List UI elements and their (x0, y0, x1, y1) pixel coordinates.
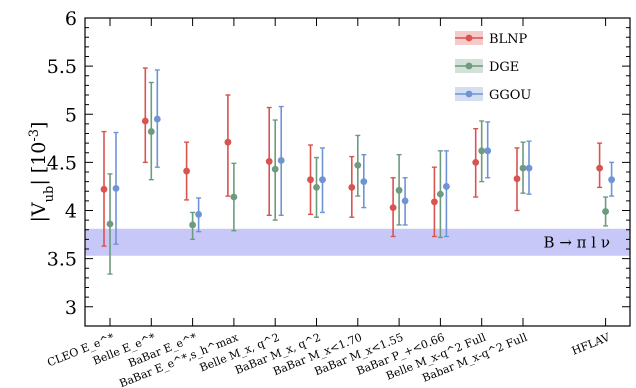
data-point (431, 198, 438, 206)
data-point (608, 176, 615, 184)
series-dge (106, 81, 609, 275)
legend-label: DGE (489, 60, 519, 75)
data-point (348, 184, 356, 191)
data-point (478, 147, 486, 155)
data-point (389, 204, 397, 212)
data-point (484, 147, 492, 155)
legend-marker (465, 34, 473, 42)
band-label: B → π l ν (544, 233, 610, 251)
data-point (401, 197, 409, 205)
data-point (395, 186, 403, 194)
data-point (313, 184, 320, 191)
data-point (112, 184, 120, 192)
y-tick-label: 4 (65, 201, 77, 223)
data-point (443, 183, 450, 190)
data-point (354, 161, 362, 169)
data-point (437, 190, 444, 198)
legend-label: GGOU (489, 88, 531, 103)
data-point (153, 115, 161, 123)
legend-label: BLNP (489, 32, 528, 47)
band-layer (85, 228, 630, 256)
y-tick-label: 3 (65, 297, 77, 319)
data-point (277, 157, 285, 164)
data-point (106, 220, 114, 228)
y-axis-label: |Vub| [10-3] (27, 122, 57, 223)
legend: BLNP DGE GGOU (455, 31, 531, 103)
y-tick-label: 6 (65, 8, 77, 30)
series-blnp (100, 67, 603, 247)
data-point (189, 221, 197, 229)
data-point (230, 193, 238, 201)
data-point (596, 164, 603, 172)
data-point (360, 178, 368, 186)
data-point (265, 158, 273, 165)
data-point (472, 158, 480, 166)
legend-marker (465, 90, 473, 98)
y-tick-label: 5 (65, 104, 77, 126)
data-point (100, 185, 108, 193)
axes-layer: 3 3.5 4 4.5 5 5.5 6 (47, 8, 631, 327)
data-point (271, 165, 279, 173)
y-tick-label: 3.5 (47, 249, 77, 271)
data-point (183, 167, 191, 175)
data-point (602, 208, 609, 215)
data-point (513, 175, 521, 183)
band-rect (85, 228, 630, 256)
series-ggou (112, 69, 615, 245)
data-point (519, 164, 527, 172)
data-point (195, 210, 203, 218)
y-tick-label: 5.5 (47, 56, 77, 78)
legend-marker (465, 62, 473, 70)
category-label: HFLAV (570, 330, 613, 357)
data-point (307, 176, 314, 184)
data-point (141, 117, 149, 125)
data-point (147, 128, 155, 135)
data-point (525, 164, 533, 172)
data-point (224, 138, 232, 146)
data-point (319, 176, 326, 184)
y-tick-label: 4.5 (47, 152, 77, 174)
series-layer (100, 67, 615, 275)
